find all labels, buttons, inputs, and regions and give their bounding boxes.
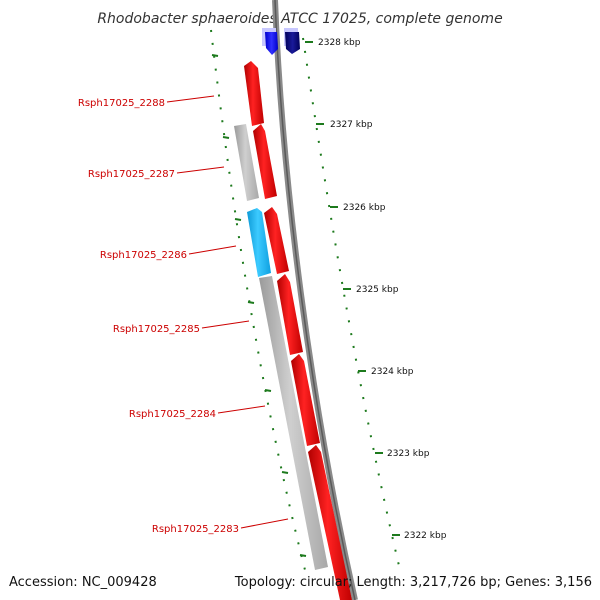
tick-label: 2328 kbp (318, 38, 361, 48)
gene-feature-cds[interactable] (244, 61, 264, 126)
gene-feature-blue[interactable] (265, 32, 278, 55)
gene-feature-grey[interactable] (259, 276, 328, 570)
outer-dotted-ruler (302, 37, 401, 571)
tick-label: 2326 kbp (343, 203, 386, 213)
genome-backbone (272, 0, 358, 600)
gene-label[interactable]: Rsph17025_2285 (113, 324, 200, 335)
gene-label[interactable]: Rsph17025_2287 (88, 169, 175, 180)
gene-feature-cds[interactable] (277, 274, 303, 355)
gene-label-leaders (166, 95, 289, 529)
gene-label[interactable]: Rsph17025_2288 (78, 98, 165, 109)
tick-label: 2322 kbp (404, 531, 447, 541)
tick-label: 2327 kbp (330, 120, 373, 130)
gene-label[interactable]: Rsph17025_2286 (100, 250, 187, 261)
gene-feature-cds[interactable] (308, 445, 352, 600)
gene-feature-cds[interactable] (264, 207, 289, 274)
accession-text: Accession: NC_009428 (9, 575, 157, 590)
gene-label[interactable]: Rsph17025_2284 (129, 409, 216, 420)
gene-feature-cds[interactable] (253, 124, 277, 199)
gene-feature-navy[interactable] (285, 32, 300, 54)
tick-label: 2325 kbp (356, 285, 399, 295)
genome-summary-text: Topology: circular; Length: 3,217,726 bp… (234, 575, 592, 590)
inner-ruler-major-ticks (211, 54, 307, 557)
outer-ruler-major-ticks (305, 41, 400, 536)
gene-label[interactable]: Rsph17025_2283 (152, 524, 239, 535)
gene-feature-cds[interactable] (291, 354, 320, 446)
gene-labels: Rsph17025_2288 Rsph17025_2287 Rsph17025_… (78, 98, 239, 535)
tick-labels: 2328 kbp 2327 kbp 2326 kbp 2325 kbp 2324… (318, 38, 447, 541)
tick-label: 2323 kbp (387, 449, 430, 459)
gene-feature-grey[interactable] (234, 124, 259, 201)
gene-feature-rna[interactable] (247, 208, 271, 277)
tick-label: 2324 kbp (371, 367, 414, 377)
map-title: Rhodobacter sphaeroides ATCC 17025, comp… (97, 11, 502, 27)
